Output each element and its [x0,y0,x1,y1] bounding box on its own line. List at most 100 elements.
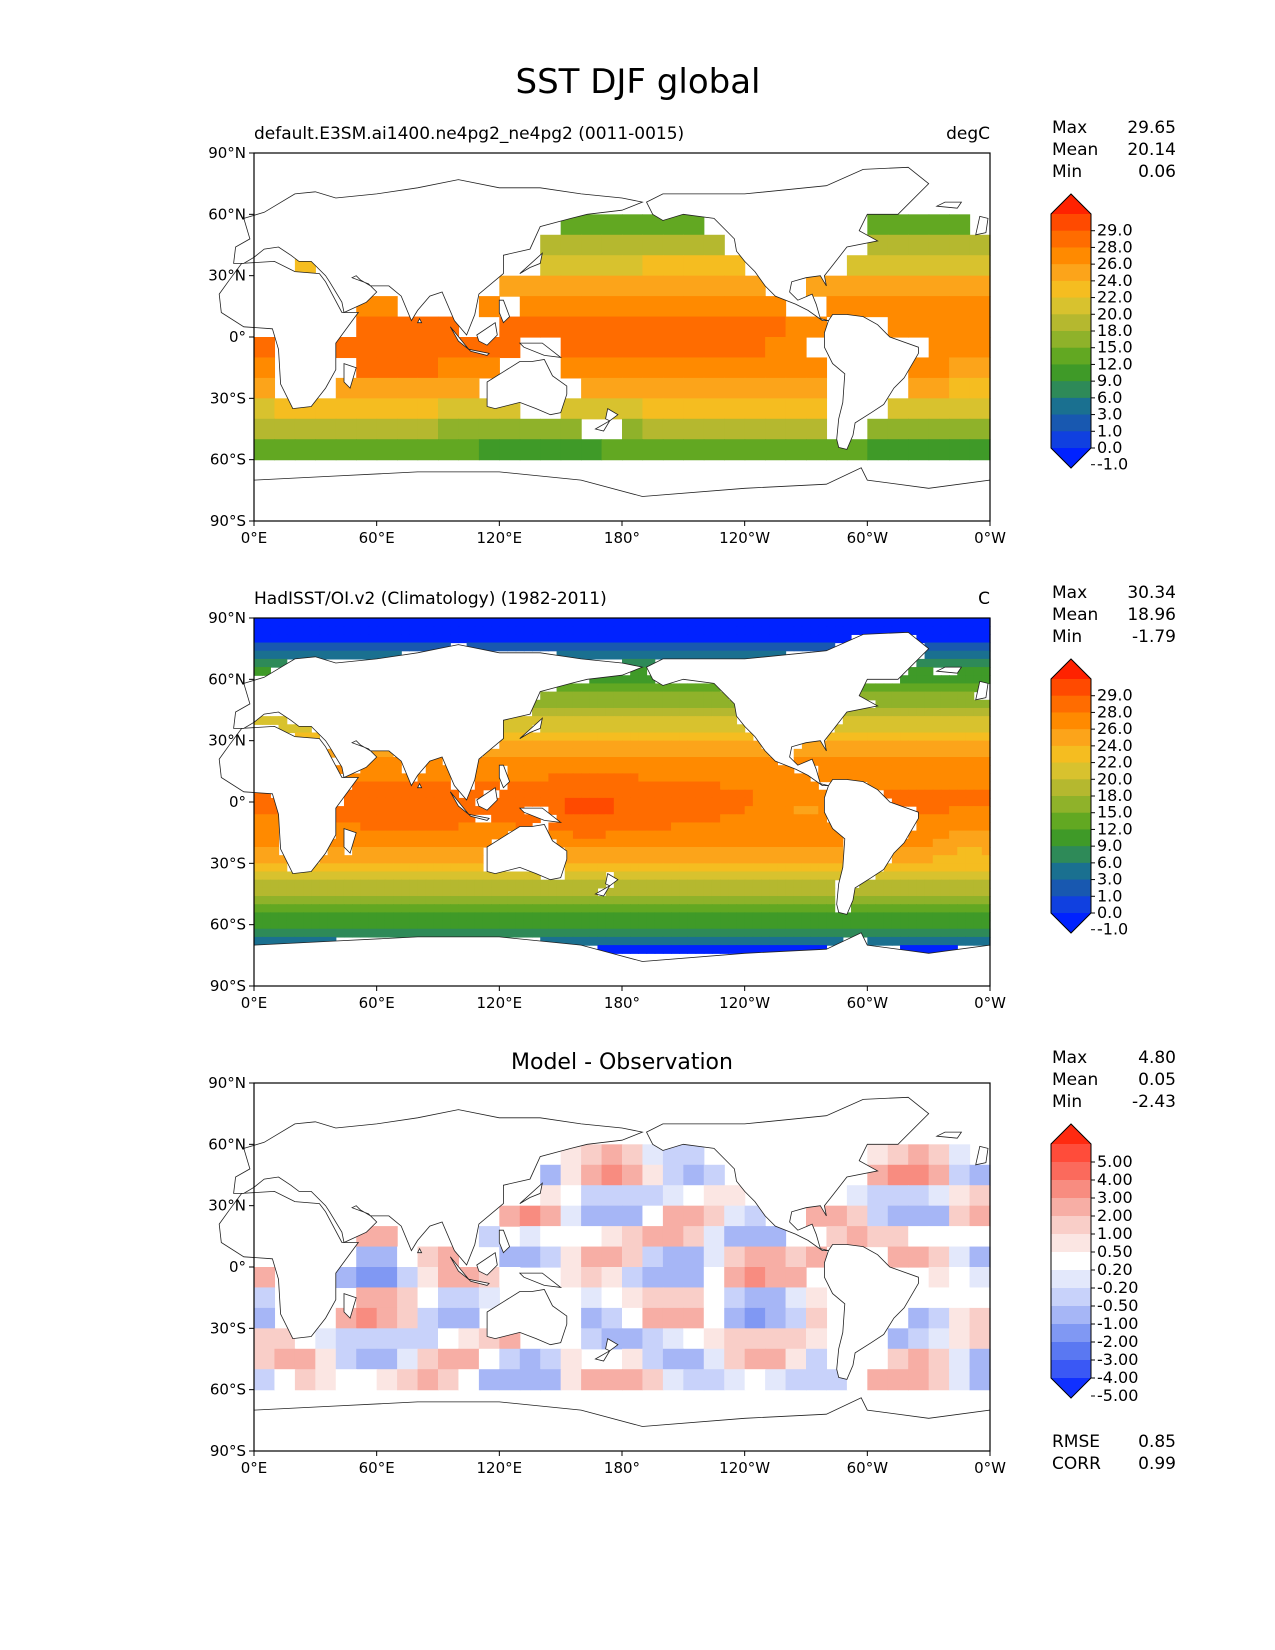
field-cell [703,1348,725,1370]
field-cell [842,732,852,742]
field-cell [556,748,566,758]
field-cell [515,642,525,652]
field-cell [589,626,599,635]
field-cell [597,814,607,824]
field-cell [724,337,746,359]
field-cell [736,920,746,930]
field-cell [397,418,419,440]
field-cell [319,642,329,652]
field-cell [327,626,337,635]
field-cell [949,920,958,930]
field-cell [793,830,803,840]
field-cell [662,357,684,379]
field-cell [981,912,991,922]
field-cell [384,789,394,799]
field-cell [303,732,312,742]
field-cell [916,748,926,758]
field-cell [327,618,337,627]
field-cell [744,846,754,856]
field-cell [581,255,603,277]
field-cell [720,822,729,832]
field-cell [319,912,329,922]
field-cell [642,1205,664,1227]
field-cell [303,896,312,905]
field-cell [581,838,590,848]
field-cell [581,855,590,864]
field-cell [728,871,738,881]
field-cell [973,765,983,774]
field-cell [564,838,574,848]
field-cell [433,896,443,905]
field-cell [793,814,803,824]
field-cell [752,912,762,922]
field-cell [507,928,517,938]
field-cell [752,634,762,644]
field-cell [981,618,991,627]
field-cell [254,439,276,461]
field-cell [806,418,828,440]
field-cell [969,439,991,461]
colorbar-segment [1051,381,1091,399]
field-cell [442,838,451,848]
field-cell [752,830,762,840]
field-cell [262,789,271,799]
field-cell [638,732,648,742]
field-cell [785,1328,807,1350]
x-tick-label: 0°W [974,1459,1006,1477]
field-cell [867,626,877,635]
field-cell [687,634,697,644]
field-cell [393,920,402,930]
field-cell [662,945,672,954]
field-cell [254,377,276,399]
field-cell [286,724,296,734]
field-cell [736,936,746,946]
field-cell [254,1369,276,1391]
field-cell [376,773,386,783]
field-cell [973,658,983,668]
field-cell [425,855,435,864]
field-cell [654,626,664,635]
field-cell [327,887,337,897]
field-cell [601,439,623,461]
field-cell [826,912,836,922]
field-cell [940,773,950,783]
field-cell [409,797,419,807]
field-cell [850,928,860,938]
field-cell [548,928,558,938]
field-cell [981,846,991,856]
field-cell [777,928,787,938]
field-cell [752,871,762,881]
field-cell [638,920,648,930]
field-cell [458,830,468,840]
field-cell [924,683,934,693]
field-cell [777,896,787,905]
field-cell [646,887,656,897]
field-cell [450,846,460,856]
field-cell [491,642,500,652]
field-cell [765,377,787,399]
field-cell [523,928,533,938]
field-cell [482,912,492,922]
field-cell [973,838,983,848]
field-cell [425,912,435,922]
field-cell [662,275,684,297]
field-cell [887,1348,909,1370]
field-cell [605,789,615,799]
field-cell [262,618,271,627]
field-cell [924,691,934,701]
field-cell [957,855,967,864]
field-cell [646,740,656,750]
field-cell [916,838,926,848]
field-cell [683,316,705,338]
field-cell [507,724,517,734]
field-cell [810,896,819,905]
field-cell [720,887,729,897]
field-cell [949,724,958,734]
field-cell [949,1226,971,1248]
field-cell [646,936,656,946]
field-cell [630,855,639,864]
field-cell [425,838,435,848]
field-cell [630,806,639,815]
colorbar-label: 29.0 [1097,221,1133,240]
field-cell [482,634,492,644]
